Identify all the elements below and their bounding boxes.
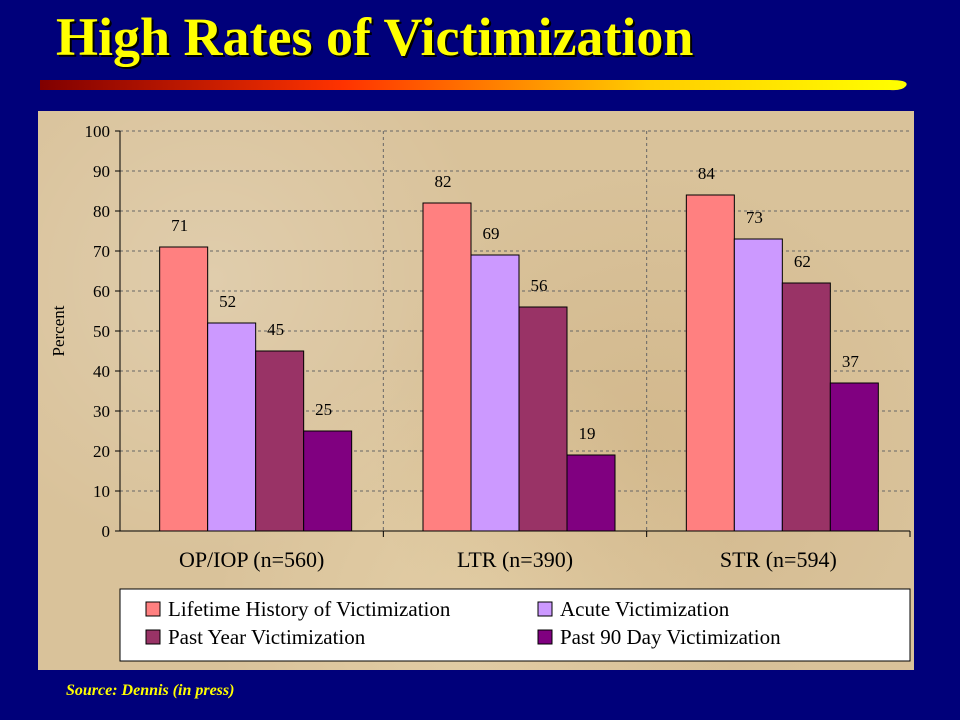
data-label: 73 — [746, 208, 763, 227]
legend-swatch — [145, 629, 161, 645]
y-tick-label: 70 — [93, 242, 110, 261]
data-label: 56 — [531, 276, 548, 295]
legend-box — [119, 588, 911, 662]
y-tick-label: 20 — [93, 442, 110, 461]
y-tick-label: 30 — [93, 402, 110, 421]
data-label: 37 — [842, 352, 860, 371]
y-tick-label: 10 — [93, 482, 110, 501]
data-label: 84 — [698, 164, 716, 183]
bar — [303, 430, 353, 532]
legend-label: Acute Victimization — [560, 597, 730, 621]
x-tick-label: STR (n=594) — [720, 547, 837, 572]
bar — [829, 382, 879, 532]
bar — [781, 282, 831, 532]
data-label: 25 — [315, 400, 332, 419]
bar — [470, 254, 520, 532]
y-tick-label: 40 — [93, 362, 110, 381]
legend-label: Past 90 Day Victimization — [560, 625, 781, 649]
y-tick-label: 60 — [93, 282, 110, 301]
y-tick-label: 80 — [93, 202, 110, 221]
x-tick-label: OP/IOP (n=560) — [179, 547, 324, 572]
y-tick-label: 90 — [93, 162, 110, 181]
legend-swatch — [537, 601, 553, 617]
bar — [255, 350, 305, 532]
bar — [207, 322, 257, 532]
y-tick-label: 0 — [102, 522, 111, 541]
bar — [159, 246, 209, 532]
bar — [518, 306, 568, 532]
data-label: 52 — [219, 292, 236, 311]
data-label: 45 — [267, 320, 284, 339]
source-note: Source: Dennis (in press) — [66, 682, 235, 699]
data-label: 82 — [435, 172, 452, 191]
bar — [422, 202, 472, 532]
chart-panel: 0 10 20 30 40 50 60 70 80 90 100 Percent 71 52 45 25 OP/… — [38, 111, 914, 670]
data-label: 62 — [794, 252, 811, 271]
legend-swatch — [537, 629, 553, 645]
y-tick-label: 50 — [93, 322, 110, 341]
title-underline-bar — [40, 80, 907, 91]
bar — [685, 194, 735, 532]
data-label: 71 — [171, 216, 188, 235]
bar — [733, 238, 783, 532]
y-axis-label: Percent — [49, 305, 68, 356]
legend-label: Lifetime History of Victimization — [168, 597, 451, 621]
bar — [566, 454, 616, 532]
x-tick-label: LTR (n=390) — [457, 547, 573, 572]
data-label: 69 — [483, 224, 500, 243]
bar-chart: 0 10 20 30 40 50 60 70 80 90 100 Percent 71 52 45 25 OP/… — [49, 122, 911, 662]
slide-title: High Rates of Victimization — [56, 7, 694, 67]
y-tick-label: 100 — [85, 122, 111, 141]
data-label: 19 — [579, 424, 596, 443]
legend-swatch — [145, 601, 161, 617]
legend-label: Past Year Victimization — [168, 625, 366, 649]
